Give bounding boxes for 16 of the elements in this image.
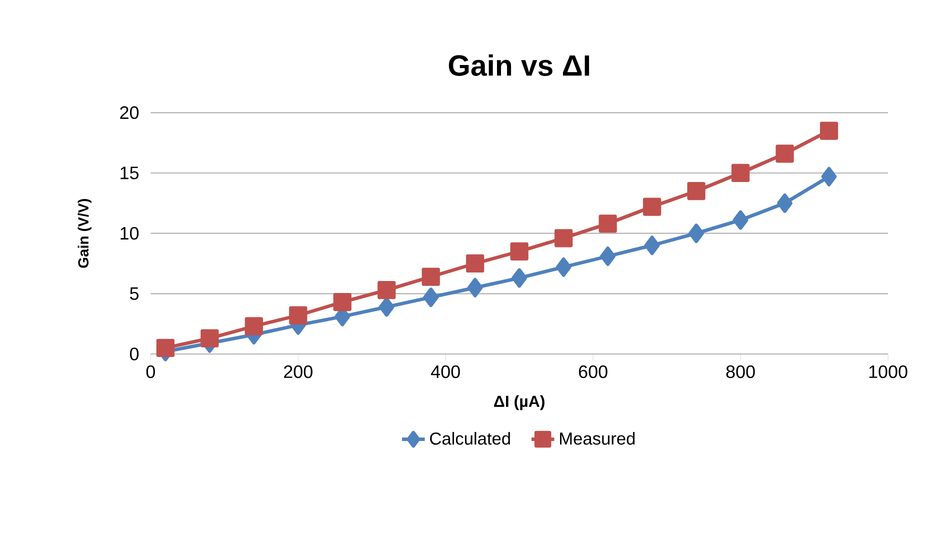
x-tick-label: 0 — [146, 365, 155, 378]
x-tick-label: 200 — [284, 365, 312, 378]
y-tick-label: 20 — [120, 106, 139, 120]
x-tick-label: 1000 — [869, 365, 908, 378]
y-tick-label: 0 — [130, 348, 139, 360]
legend-label: Measured — [560, 432, 635, 445]
legend-label: Calculated — [430, 432, 510, 445]
y-axis-title: Gain (V/V) — [78, 199, 92, 268]
chart-title: Gain vs ΔI — [448, 54, 590, 76]
y-tick-label: 10 — [120, 226, 139, 240]
x-axis-title: ΔI (µA) — [494, 395, 544, 410]
y-tick-label: 15 — [120, 166, 139, 180]
y-tick-label: 5 — [130, 287, 139, 300]
x-tick-label: 400 — [431, 365, 460, 378]
x-tick-label: 800 — [726, 365, 755, 378]
x-tick-label: 600 — [578, 365, 608, 378]
